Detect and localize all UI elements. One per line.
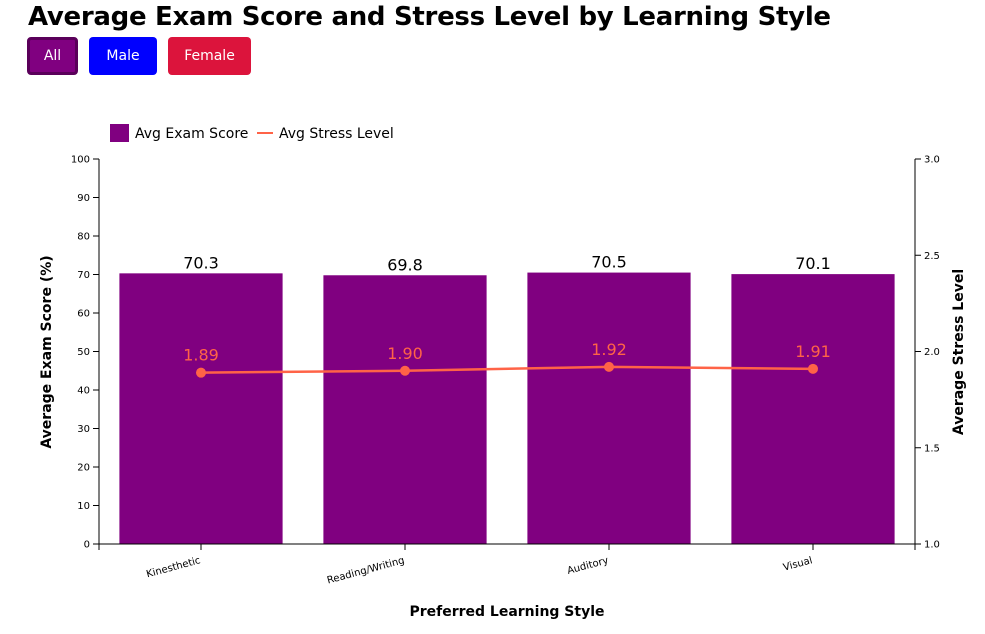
y-axis-left: 0 10 20 30 40 50 60 70 80 90 100 <box>71 155 100 551</box>
y2-tick-label: 2.0 <box>924 347 940 358</box>
stress-point <box>196 367 206 378</box>
x-axis: Kinesthetic Reading/Writing Auditory Visual <box>98 543 916 587</box>
y-axis-title-left: Average Exam Score (%) <box>39 255 55 448</box>
y-tick-label: 90 <box>77 193 90 204</box>
y-tick-label: 30 <box>77 424 90 435</box>
x-axis-title: Preferred Learning Style <box>409 604 604 620</box>
y2-tick-label: 2.5 <box>924 251 940 262</box>
stress-point <box>808 363 818 374</box>
filter-all-button[interactable]: All <box>27 37 78 75</box>
bar-value-label: 70.3 <box>183 253 219 272</box>
page-title: Average Exam Score and Stress Level by L… <box>28 2 831 32</box>
filter-female-button[interactable]: Female <box>168 37 251 75</box>
legend-swatch-exam-score <box>110 124 129 142</box>
stress-value-label: 1.89 <box>183 346 219 365</box>
stress-value-label: 1.92 <box>591 340 627 359</box>
bar-visual <box>731 274 895 544</box>
legend-label-stress-level: Avg Stress Level <box>279 126 394 142</box>
bar-value-label: 70.1 <box>795 254 831 273</box>
stress-value-label: 1.90 <box>387 344 423 363</box>
bar-kinesthetic <box>119 273 283 544</box>
y-axis-right: 1.0 1.5 2.0 2.5 3.0 <box>914 155 940 551</box>
y-axis-title-right: Average Stress Level <box>951 269 967 435</box>
y-tick-label: 70 <box>77 270 90 281</box>
y-tick-label: 50 <box>77 347 90 358</box>
x-tick-label: Auditory <box>566 555 610 577</box>
filter-male-button[interactable]: Male <box>89 37 157 75</box>
y-tick-label: 60 <box>77 309 90 320</box>
y-tick-label: 100 <box>71 155 90 166</box>
stress-point <box>604 361 614 372</box>
bar-value-label: 70.5 <box>591 253 627 272</box>
y-tick-label: 20 <box>77 463 90 474</box>
legend-label-exam-score: Avg Exam Score <box>135 126 248 142</box>
y-tick-label: 10 <box>77 501 90 512</box>
bar-reading-writing <box>323 275 487 544</box>
x-tick-label: Reading/Writing <box>326 555 406 586</box>
y2-tick-label: 1.5 <box>924 443 940 454</box>
bar-value-label: 69.8 <box>387 255 423 274</box>
bar-auditory <box>527 272 691 544</box>
y2-tick-label: 1.0 <box>924 540 940 551</box>
y-tick-label: 40 <box>77 386 90 397</box>
x-tick-label: Visual <box>782 555 814 573</box>
y-tick-label: 0 <box>84 540 90 551</box>
line-series: 1.89 1.90 1.92 1.91 <box>183 340 831 378</box>
chart-legend: Avg Exam Score Avg Stress Level <box>110 124 394 142</box>
gender-filter-group: All Male Female <box>27 37 251 75</box>
bar-series: 70.3 69.8 70.5 70.1 <box>119 253 895 544</box>
stress-level-line <box>200 365 814 374</box>
y-tick-label: 80 <box>77 232 90 243</box>
stress-value-label: 1.91 <box>795 342 831 361</box>
stress-point <box>400 365 410 376</box>
x-tick-label: Kinesthetic <box>145 555 202 580</box>
y2-tick-label: 3.0 <box>924 155 940 166</box>
